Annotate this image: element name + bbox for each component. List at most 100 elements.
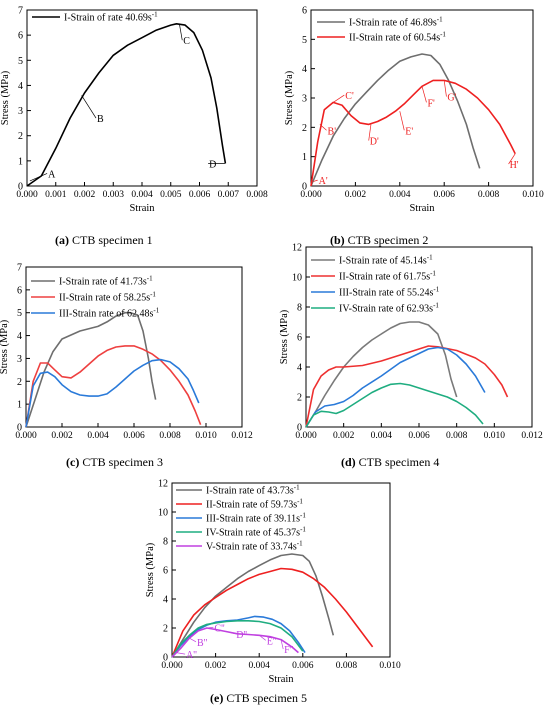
- x-tick-label: 0.000: [295, 431, 317, 441]
- annotation-leader: [421, 86, 427, 103]
- legend-label: II-Strain rate of 58.25s-1: [59, 291, 156, 304]
- y-tick-label: 8: [163, 537, 168, 548]
- caption-e-label: (e): [210, 691, 224, 705]
- legend-label-superscript: -1: [430, 270, 436, 278]
- legend-label-superscript: -1: [297, 498, 303, 506]
- x-tick-label: 0.004: [87, 431, 109, 441]
- y-tick-label: 6: [163, 566, 168, 577]
- plot-frame: [26, 9, 258, 187]
- y-axis-label: Stress (MPa): [145, 542, 156, 597]
- legend-label-superscript: -1: [437, 16, 443, 24]
- y-tick-label: 4: [17, 331, 22, 342]
- legend-label: II-Strain rate of 60.54s-1: [349, 31, 446, 44]
- x-tick-label: 0.006: [189, 190, 211, 200]
- legend-label: II-Strain rate of 59.73s-1: [206, 498, 303, 511]
- series-line-2: [171, 567, 374, 658]
- caption-c-label: (c): [66, 455, 80, 469]
- series-line-1: [171, 553, 335, 658]
- legend-label-superscript: -1: [297, 540, 303, 548]
- y-tick-label: 6: [302, 6, 307, 17]
- annotation-leader: [81, 95, 97, 119]
- x-tick-label: 0.005: [160, 190, 182, 200]
- x-tick-label: 0.002: [205, 661, 227, 671]
- x-tick-label: 0.008: [336, 661, 358, 671]
- x-tick-label: 0.006: [292, 661, 314, 671]
- annotation-leader: [368, 124, 372, 141]
- y-tick-label: 0: [17, 423, 22, 434]
- legend-label-superscript: -1: [150, 291, 156, 299]
- legend-label: IV-Strain rate of 45.37s-1: [206, 526, 306, 539]
- legend-label: I-Strain rate of 45.14s-1: [339, 254, 433, 267]
- x-tick-label: 0.008: [446, 431, 468, 441]
- annotation-leader: [319, 124, 327, 131]
- annotation-leader: [399, 111, 405, 131]
- x-tick-label: 0.012: [231, 431, 253, 441]
- y-tick-label: 7: [18, 6, 23, 17]
- y-tick-label: 0: [302, 182, 307, 193]
- y-tick-label: 4: [163, 595, 168, 606]
- y-axis-label: Stress (MPa): [279, 309, 290, 364]
- annotation-leader: [333, 94, 345, 103]
- series-line-4: [305, 382, 484, 428]
- x-tick-label: 0.006: [434, 190, 456, 200]
- annotation-leader: [508, 153, 516, 165]
- caption-b-label: (b): [330, 233, 345, 247]
- y-tick-label: 3: [17, 354, 22, 365]
- legend-label: II-Strain rate of 61.75s-1: [339, 270, 436, 283]
- x-tick-label: 0.008: [159, 431, 181, 441]
- annotation-label: A'': [186, 650, 197, 661]
- annotation-leader: [189, 637, 197, 643]
- series-line-3: [305, 346, 486, 428]
- annotation-label: C'': [214, 623, 224, 634]
- annotation-label: D: [209, 159, 216, 170]
- x-tick-label: 0.010: [379, 661, 401, 671]
- legend-label-superscript: -1: [440, 31, 446, 39]
- x-tick-label: 0.010: [195, 431, 217, 441]
- series-line-1: [305, 321, 458, 428]
- annotation-leader: [258, 634, 266, 641]
- annotation-label: H': [510, 160, 519, 171]
- x-tick-label: 0.000: [300, 190, 322, 200]
- legend-label-superscript: -1: [294, 484, 300, 492]
- y-axis-label: Stress (MPa): [284, 70, 295, 125]
- y-tick-label: 1: [17, 400, 22, 411]
- x-tick-label: 0.008: [478, 190, 500, 200]
- annotation-label: E'': [267, 636, 277, 647]
- caption-d-text: CTB specimen 4: [358, 455, 440, 469]
- caption-e-text: CTB specimen 5: [226, 691, 307, 705]
- panel-c: 0.000 0.002 0.004 0.006 0.008 0.010 0.012 0 1 2 3 4…: [0, 263, 253, 442]
- annotation-label: E': [405, 126, 413, 137]
- caption-b-text: CTB specimen 2: [347, 233, 429, 247]
- panel-b: 0.000 0.002 0.004 0.006 0.008 0.010 0 1 2 3 4 5 6 Str…: [284, 6, 544, 215]
- annotation-leader: [443, 80, 447, 97]
- annotation-leader: [280, 639, 284, 650]
- y-tick-label: 6: [297, 333, 302, 344]
- x-tick-label: 0.004: [131, 190, 153, 200]
- annotation-leader: [226, 631, 236, 635]
- annotation-label: C: [183, 36, 190, 47]
- series-line-2: [310, 79, 516, 187]
- annotation-label: A: [48, 169, 56, 180]
- y-tick-label: 4: [18, 81, 23, 92]
- y-tick-label: 3: [18, 106, 23, 117]
- series-line-3: [25, 358, 200, 428]
- series-line-1: [310, 53, 481, 187]
- legend-label-superscript: -1: [147, 275, 153, 283]
- x-tick-label: 0.006: [408, 431, 430, 441]
- y-tick-label: 7: [17, 263, 22, 274]
- series-line-2: [25, 345, 202, 428]
- y-tick-label: 12: [158, 479, 168, 490]
- y-tick-label: 3: [302, 94, 307, 105]
- y-axis-label: Stress (MPa): [0, 70, 11, 125]
- annotation-label: F': [427, 98, 435, 109]
- annotation-label: D': [370, 137, 379, 148]
- x-tick-label: 0.002: [51, 431, 73, 441]
- annotation-leader: [176, 652, 186, 655]
- caption-d-label: (d): [341, 455, 356, 469]
- x-tick-label: 0.004: [249, 661, 271, 671]
- y-tick-label: 2: [302, 123, 307, 134]
- x-tick-label: 0.010: [522, 190, 544, 200]
- y-tick-label: 2: [297, 393, 302, 404]
- x-axis-label: Strain: [129, 203, 155, 214]
